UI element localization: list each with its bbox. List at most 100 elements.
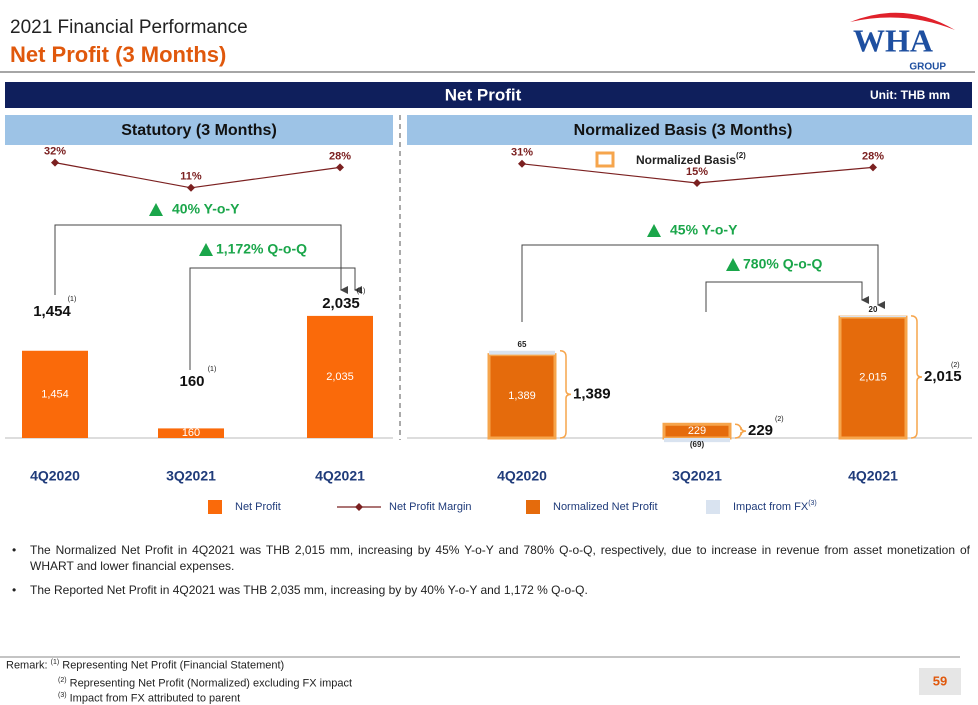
value-note: (1) [208, 366, 217, 373]
remark-marker: (1) [50, 659, 60, 666]
total-label: 229 [748, 422, 773, 439]
value-note: (1) [68, 296, 77, 303]
legend-swatch [595, 151, 615, 168]
margin-marker [518, 159, 526, 168]
bullet: • The Normalized Net Profit in 4Q2021 was… [12, 542, 970, 574]
bar-label: 229 [688, 425, 706, 437]
value-label: 2,035 [322, 295, 360, 312]
fx-bar [840, 315, 906, 318]
bar [307, 315, 373, 438]
logo-sub: GROUP [909, 62, 946, 73]
legend-note: (2) [736, 151, 746, 160]
total-label: 1,389 [573, 385, 611, 402]
remark: Remark: (1) Representing Net Profit (Fin… [6, 659, 284, 672]
legend-swatch [526, 500, 540, 514]
legend-note: (3) [808, 500, 817, 507]
x-tick-label: 4Q2020 [497, 468, 547, 484]
total-label: 2,015 [924, 368, 962, 385]
legend-swatch [355, 503, 363, 511]
legend-label: Net Profit Margin [389, 501, 472, 513]
remark: (3) Impact from FX attributed to parent [58, 692, 240, 705]
bullet-text: The Reported Net Profit in 4Q2021 was TH… [30, 583, 588, 597]
page-number: 59 [933, 673, 947, 688]
legend-entry: Net Profit Margin [389, 501, 472, 513]
banner-unit: Unit: THB mm [870, 88, 950, 102]
total-note: (2) [951, 362, 960, 369]
value-label: 1,454 [33, 303, 71, 320]
bar-label: 2,035 [326, 371, 354, 383]
margin-label: 28% [862, 150, 884, 162]
margin-marker [869, 163, 877, 172]
remark-marker: (3) [58, 692, 67, 699]
legend-label: Normalized Net Profit [553, 501, 658, 513]
bullet-dot: • [12, 583, 17, 597]
legend-label: Impact from FX [733, 501, 809, 513]
x-tick-label: 3Q2021 [166, 468, 216, 484]
margin-marker [693, 179, 701, 187]
panel-title: Normalized Basis (3 Months) [574, 122, 793, 139]
remark-text: Representing Net Profit (Financial State… [62, 659, 285, 672]
legend-entry: Impact from FX(3) [733, 500, 817, 513]
value-note: (1) [357, 288, 366, 295]
outline-legend: Normalized Basis(2) [636, 151, 746, 167]
total-note: (2) [775, 416, 784, 423]
bullet-text: The Normalized Net Profit in 4Q2021 was … [30, 543, 970, 573]
legend-label: Normalized Basis [636, 153, 736, 167]
bar-label: 2,015 [859, 371, 887, 383]
fx-label: 65 [518, 340, 527, 349]
legend-swatch [208, 500, 222, 514]
value-label: 160 [179, 373, 204, 390]
bar-label: 160 [182, 427, 200, 439]
panel-title: Statutory (3 Months) [121, 122, 277, 139]
banner [5, 82, 972, 108]
up-arrow [726, 258, 740, 271]
bar-label: 1,454 [41, 388, 69, 400]
header-title: Net Profit (3 Months) [10, 42, 226, 67]
logo-swoosh [850, 12, 955, 31]
qoq-bracket [189, 267, 362, 370]
x-tick-label: 4Q2021 [315, 468, 365, 484]
fx-bar [664, 438, 730, 443]
fx-bar [489, 350, 555, 355]
remark: (2) Representing Net Profit (Normalized)… [58, 677, 352, 690]
logo: WHA [853, 22, 933, 58]
up-arrow [199, 243, 213, 256]
margin-marker [51, 158, 59, 167]
bar [487, 353, 557, 440]
panel-header [407, 115, 972, 145]
x-tick-label: 3Q2021 [672, 468, 722, 484]
margin-label: 15% [686, 166, 708, 178]
legend-label: Net Profit [235, 501, 281, 513]
brace [910, 315, 923, 439]
legend-entry: Normalized Net Profit [553, 501, 658, 513]
x-tick-label: 4Q2020 [30, 468, 80, 484]
yoy-bracket [54, 224, 348, 295]
fx-label: 20 [869, 305, 878, 314]
panel-header [5, 115, 393, 145]
legend-swatch [706, 500, 720, 514]
bar [158, 428, 224, 438]
margin-label: 32% [44, 146, 66, 158]
banner-title: Net Profit [445, 85, 522, 104]
header-subtitle: 2021 Financial Performance [10, 17, 248, 38]
bullet: • The Reported Net Profit in 4Q2021 was T… [12, 582, 970, 598]
page-number-box [919, 668, 961, 695]
up-arrow [149, 203, 163, 216]
margin-marker [187, 183, 195, 192]
annotation: 45% Y-o-Y [670, 222, 738, 238]
fx-label: (69) [690, 440, 705, 449]
remark-marker: (2) [58, 677, 67, 684]
x-tick-label: 4Q2021 [848, 468, 898, 484]
up-arrow [647, 224, 661, 237]
margin-marker [336, 163, 344, 172]
bullet-dot: • [12, 543, 17, 557]
remark-text: Representing Net Profit (Normalized) exc… [69, 677, 353, 690]
brace [559, 350, 572, 439]
margin-label: 31% [511, 147, 533, 159]
annotation: 40% Y-o-Y [172, 201, 240, 217]
annotation: 780% Q-o-Q [743, 256, 822, 272]
remark-text: Impact from FX attributed to parent [69, 692, 241, 705]
brace [734, 423, 747, 439]
